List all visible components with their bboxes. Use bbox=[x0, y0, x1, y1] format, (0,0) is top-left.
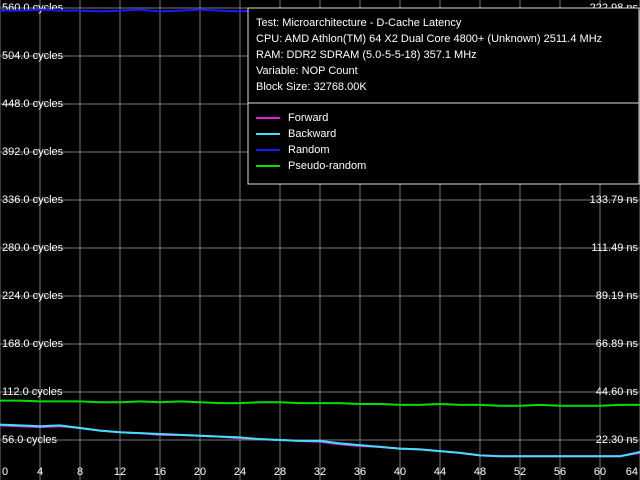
legend-label: Forward bbox=[288, 112, 328, 124]
legend-label: Random bbox=[288, 144, 330, 156]
x-tick-label: 56 bbox=[554, 466, 566, 478]
y-tick-label: 560.0 cycles bbox=[2, 2, 64, 14]
legend-label: Pseudo-random bbox=[288, 160, 366, 172]
x-tick-label: 64 bbox=[626, 466, 638, 478]
y-tick-label: 504.0 cycles bbox=[2, 50, 64, 62]
x-tick-label: 20 bbox=[194, 466, 206, 478]
y-tick-label: 224.0 cycles bbox=[2, 290, 64, 302]
x-tick-label: 44 bbox=[434, 466, 446, 478]
y-tick-label: 448.0 cycles bbox=[2, 98, 64, 110]
series-line bbox=[0, 399, 640, 407]
legend-box bbox=[247, 7, 640, 185]
x-tick-label: 40 bbox=[394, 466, 406, 478]
x-tick-label: 60 bbox=[594, 466, 606, 478]
x-tick-label: 36 bbox=[354, 466, 366, 478]
x-tick-label: 52 bbox=[514, 466, 526, 478]
info-text: Test: Microarchitecture - D-Cache Latenc… bbox=[256, 17, 462, 29]
info-text: Variable: NOP Count bbox=[256, 65, 358, 77]
x-tick-label: 8 bbox=[77, 466, 83, 478]
y2-tick-label: 66.89 ns bbox=[596, 338, 639, 350]
info-text: Block Size: 32768.00K bbox=[256, 81, 367, 93]
x-tick-label: 28 bbox=[274, 466, 286, 478]
y2-tick-label: 111.49 ns bbox=[591, 242, 638, 254]
x-tick-label: 24 bbox=[234, 466, 246, 478]
x-tick-label: 4 bbox=[37, 466, 43, 478]
series-line bbox=[0, 423, 640, 458]
y-tick-label: 168.0 cycles bbox=[2, 338, 64, 350]
x-tick-label: 0 bbox=[2, 466, 8, 478]
y2-tick-label: 44.60 ns bbox=[596, 386, 639, 398]
y-tick-label: 56.0 cycles bbox=[2, 434, 58, 446]
legend-label: Backward bbox=[288, 128, 336, 140]
info-text: CPU: AMD Athlon(TM) 64 X2 Dual Core 4800… bbox=[256, 33, 602, 45]
y-tick-label: 112.0 cycles bbox=[2, 386, 63, 398]
x-tick-label: 12 bbox=[114, 466, 126, 478]
y-tick-label: 280.0 cycles bbox=[2, 242, 64, 254]
x-tick-label: 48 bbox=[474, 466, 486, 478]
x-tick-label: 32 bbox=[314, 466, 326, 478]
y2-tick-label: 22.30 ns bbox=[596, 434, 639, 446]
y-tick-label: 392.0 cycles bbox=[2, 146, 64, 158]
y-tick-label: 336.0 cycles bbox=[2, 194, 64, 206]
x-tick-label: 16 bbox=[154, 466, 166, 478]
info-text: RAM: DDR2 SDRAM (5.0-5-5-18) 357.1 MHz bbox=[256, 49, 477, 61]
y2-tick-label: 133.79 ns bbox=[590, 194, 639, 206]
y2-tick-label: 89.19 ns bbox=[596, 290, 639, 302]
